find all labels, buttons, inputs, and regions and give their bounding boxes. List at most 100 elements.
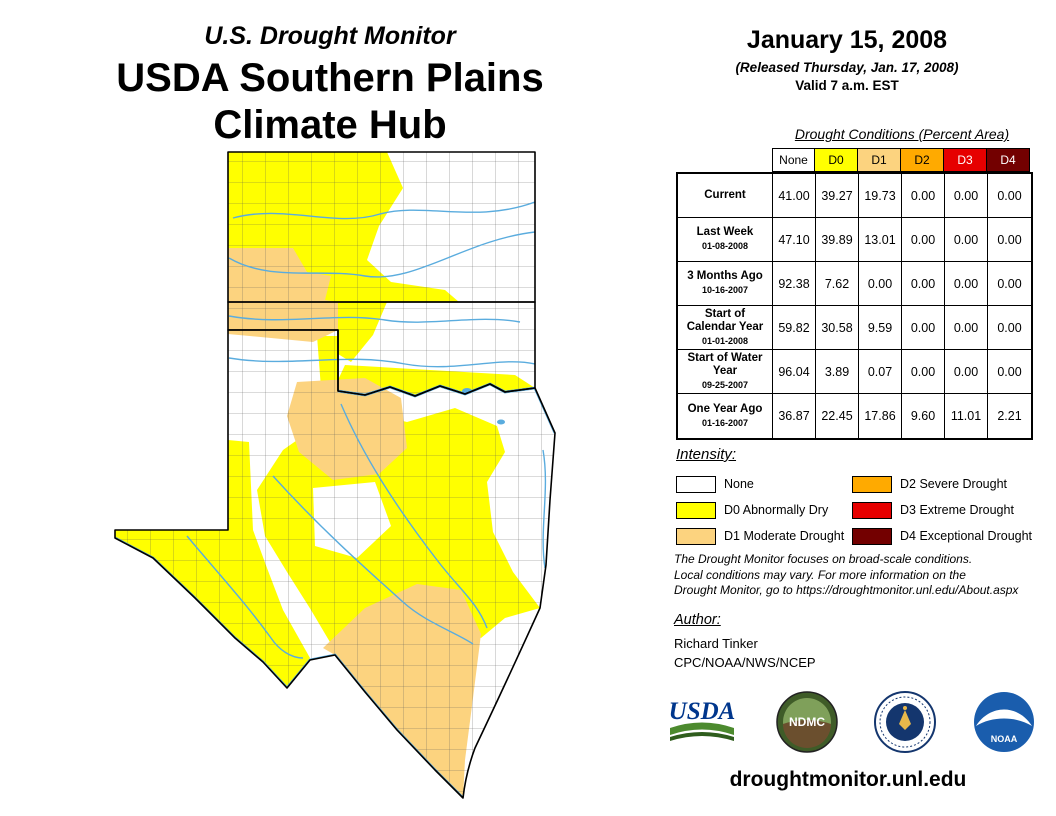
column-header-d4: D4 <box>987 148 1030 172</box>
commerce-seal <box>874 691 937 753</box>
legend-label: D3 Extreme Drought <box>900 503 1014 517</box>
noaa-logo: NOAA <box>973 692 1034 752</box>
usda-logo: USDA <box>669 698 736 741</box>
legend-swatch-d1 <box>676 527 716 545</box>
author-title: Author: <box>674 612 721 628</box>
row-label: Current <box>678 174 773 217</box>
legend-item-d0: D0 Abnormally Dry <box>676 497 852 523</box>
disclaimer-line: Drought Monitor, go to https://droughtmo… <box>674 583 1019 597</box>
date-block: January 15, 2008 (Released Thursday, Jan… <box>662 26 1032 93</box>
legend-label: D4 Exceptional Drought <box>900 529 1033 543</box>
released-date: (Released Thursday, Jan. 17, 2008) <box>735 60 959 75</box>
value-cell: 22.45 <box>816 394 859 438</box>
table-row: Current 41.00 39.27 19.73 0.00 0.00 0.00 <box>678 174 1031 218</box>
legend-item-none: None <box>676 471 852 497</box>
value-cell: 30.58 <box>816 306 859 349</box>
value-cell: 0.00 <box>945 306 988 349</box>
legend-item-d2: D2 Severe Drought <box>852 471 1042 497</box>
value-cell: 41.00 <box>773 174 816 217</box>
hub-title-line2: Climate Hub <box>213 103 447 147</box>
value-cell: 36.87 <box>773 394 816 438</box>
value-cell: 0.00 <box>859 262 902 305</box>
table-title: Drought Conditions (Percent Area) <box>794 126 1010 142</box>
legend-label: D1 Moderate Drought <box>724 529 845 543</box>
value-cell: 3.89 <box>816 350 859 393</box>
state-borders <box>114 151 556 799</box>
noaa-logo-text: NOAA <box>991 734 1018 744</box>
legend-item-d4: D4 Exceptional Drought <box>852 523 1042 549</box>
legend-label: None <box>724 477 754 491</box>
hub-title-line1: USDA Southern Plains <box>116 56 544 100</box>
value-cell: 0.00 <box>902 174 945 217</box>
drought-map <box>114 151 556 799</box>
value-cell: 47.10 <box>773 218 816 261</box>
table-row: Last Week 01-08-2008 47.10 39.89 13.01 0.00 0.… <box>678 218 1031 262</box>
value-cell: 92.38 <box>773 262 816 305</box>
ndmc-logo-text: NDMC <box>789 715 825 729</box>
value-cell: 0.00 <box>997 320 1022 335</box>
usda-logo-text: USDA <box>669 698 736 725</box>
value-cell: 39.89 <box>816 218 859 261</box>
disclaimer-line: The Drought Monitor focuses on broad-sca… <box>674 552 973 566</box>
value-cell: 0.00 <box>902 262 945 305</box>
value-cell: 0.00 <box>902 350 945 393</box>
value-cell: 59.82 <box>773 306 816 349</box>
valid-time: Valid 7 a.m. EST <box>795 78 899 93</box>
legend-label: D2 Severe Drought <box>900 477 1008 491</box>
column-header-none: None <box>772 148 815 172</box>
value-cell: 0.00 <box>997 232 1022 247</box>
row-label: Start of Calendar Year 01-01-2008 <box>678 306 773 349</box>
legend-items: None D0 Abnormally Dry D1 Moderate Drought… <box>676 471 1042 549</box>
value-cell: 0.07 <box>859 350 902 393</box>
table-row: One Year Ago 01-16-2007 36.87 22.45 17.86 9.6… <box>678 394 1031 438</box>
table-row: 3 Months Ago 10-16-2007 92.38 7.62 0.00 0.00 0… <box>678 262 1031 306</box>
table-body: Current 41.00 39.27 19.73 0.00 0.00 0.00 Last W… <box>676 172 1033 440</box>
legend-swatch-d3 <box>852 501 892 519</box>
value-cell: 9.59 <box>859 306 902 349</box>
legend-swatch-d0 <box>676 501 716 519</box>
table-row: Start of Water Year 09-25-2007 96.04 3.89 0.… <box>678 350 1031 394</box>
value-cell: 0.00 <box>997 364 1022 379</box>
report-title: U.S. Drought Monitor <box>204 22 456 50</box>
table-header-row: None D0 D1 D2 D3 D4 <box>772 148 1033 172</box>
column-header-d0: D0 <box>815 148 858 172</box>
legend-swatch-none <box>676 475 716 493</box>
value-cell: 0.00 <box>902 218 945 261</box>
logos-row: USDA NDMC NOAA <box>664 686 1036 758</box>
row-label: 3 Months Ago 10-16-2007 <box>678 262 773 305</box>
drought-conditions-table: Drought Conditions (Percent Area) None D0… <box>676 126 1033 440</box>
author-org: CPC/NOAA/NWS/NCEP <box>674 655 816 670</box>
value-cell: 0.00 <box>945 174 988 217</box>
value-cell: 0.00 <box>945 218 988 261</box>
value-cell: 39.27 <box>816 174 859 217</box>
footer-url: droughtmonitor.unl.edu <box>729 768 967 791</box>
county-grid <box>115 152 555 798</box>
value-cell: 96.04 <box>773 350 816 393</box>
author-name: Richard Tinker <box>674 636 758 651</box>
value-cell: 9.60 <box>902 394 945 438</box>
author-block: Author: Richard Tinker CPC/NOAA/NWS/NCEP <box>674 612 816 672</box>
value-cell: 13.01 <box>859 218 902 261</box>
disclaimer: The Drought Monitor focuses on broad-sca… <box>674 552 1040 599</box>
drought-map-container <box>35 140 610 808</box>
value-cell: 19.73 <box>859 174 902 217</box>
value-cell: 0.00 <box>997 188 1022 203</box>
value-cell: 0.00 <box>945 350 988 393</box>
texas-outline <box>114 329 556 799</box>
intensity-legend: Intensity: None D0 Abnormally Dry D1 Moder… <box>676 446 1042 549</box>
value-cell: 0.00 <box>997 276 1022 291</box>
map-date: January 15, 2008 <box>746 26 948 54</box>
legend-title: Intensity: <box>676 446 737 463</box>
table-row: Start of Calendar Year 01-01-2008 59.82 30.… <box>678 306 1031 350</box>
column-header-d3: D3 <box>944 148 987 172</box>
column-header-d1: D1 <box>858 148 901 172</box>
legend-swatch-d4 <box>852 527 892 545</box>
value-cell: 0.00 <box>902 306 945 349</box>
value-cell: 7.62 <box>816 262 859 305</box>
value-cell: 17.86 <box>859 394 902 438</box>
disclaimer-line: Local conditions may vary. For more info… <box>674 567 966 582</box>
hub-title: USDA Southern Plains Climate Hub <box>30 55 630 149</box>
value-cell: 2.21 <box>997 409 1022 423</box>
row-label: One Year Ago 01-16-2007 <box>678 394 773 438</box>
column-header-d2: D2 <box>901 148 944 172</box>
